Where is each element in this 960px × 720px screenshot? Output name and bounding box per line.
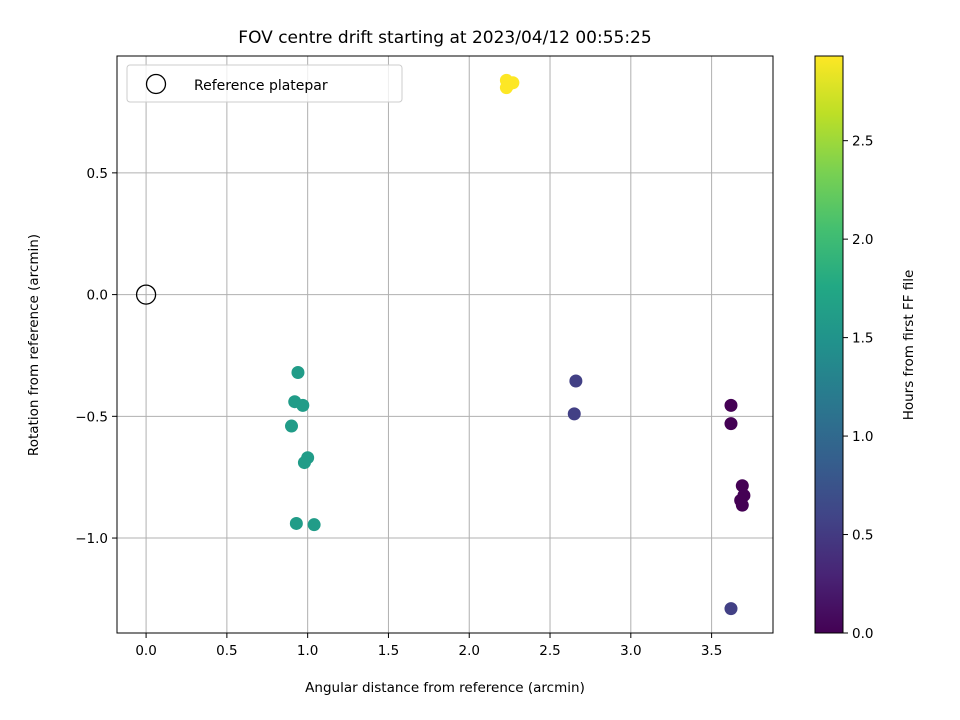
grid-lines: [117, 56, 773, 633]
colorbar-tick-label: 1.0: [852, 429, 873, 445]
x-axis-label: Angular distance from reference (arcmin): [305, 680, 585, 696]
data-point: [307, 518, 321, 532]
legend: Reference platepar: [126, 64, 403, 103]
x-tick-label: 2.5: [539, 643, 560, 659]
colorbar-tick-label: 2.5: [852, 134, 873, 150]
data-point: [296, 398, 310, 412]
x-tick-label: 0.5: [216, 643, 237, 659]
data-point: [297, 456, 311, 470]
colorbar-ticks: 0.0 0.5 1.0 1.5 2.0 2.5: [843, 134, 873, 642]
legend-box: [126, 64, 403, 103]
data-point: [735, 479, 749, 493]
colorbar-tick-label: 2.0: [852, 232, 873, 248]
data-point: [567, 407, 581, 421]
x-tick-label: 2.0: [458, 643, 479, 659]
legend-marker-open-circle: [145, 73, 167, 95]
y-tick-label: −1.0: [75, 531, 108, 547]
data-point: [724, 398, 738, 412]
data-point: [724, 602, 738, 616]
reference-platepar-marker: [135, 284, 157, 305]
y-tick-label: 0.0: [87, 288, 108, 304]
colorbar-tick-label: 0.0: [852, 626, 873, 642]
scatter-points: [135, 73, 751, 616]
colorbar: 0.0 0.5 1.0 1.5 2.0 2.5 Hours from first FF f…: [814, 55, 917, 642]
y-axis-ticks: 0.5 0.0 −0.5 −1.0: [75, 166, 117, 547]
colorbar-label: Hours from first FF file: [901, 270, 917, 421]
data-point: [569, 374, 583, 388]
x-tick-label: 3.5: [701, 643, 722, 659]
x-tick-label: 1.5: [378, 643, 399, 659]
data-point: [735, 498, 749, 512]
data-point: [285, 419, 299, 433]
y-tick-label: 0.5: [87, 166, 108, 182]
colorbar-tick-label: 1.5: [852, 331, 873, 347]
data-point: [724, 417, 738, 431]
legend-label: Reference platepar: [194, 78, 328, 94]
x-tick-label: 0.0: [135, 643, 156, 659]
data-point: [499, 81, 513, 95]
x-tick-label: 3.0: [620, 643, 641, 659]
x-axis-ticks: 0.0 0.5 1.0 1.5 2.0 2.5 3.0 3.5: [135, 633, 722, 659]
data-point: [289, 516, 303, 530]
y-axis-label: Rotation from reference (arcmin): [26, 234, 42, 456]
colorbar-tick-label: 0.5: [852, 528, 873, 544]
chart-title: FOV centre drift starting at 2023/04/12 …: [238, 28, 651, 48]
plot-frame: [116, 55, 774, 634]
y-tick-label: −0.5: [75, 409, 108, 425]
colorbar-gradient: [814, 55, 844, 634]
x-tick-label: 1.0: [297, 643, 318, 659]
data-point: [291, 365, 305, 379]
